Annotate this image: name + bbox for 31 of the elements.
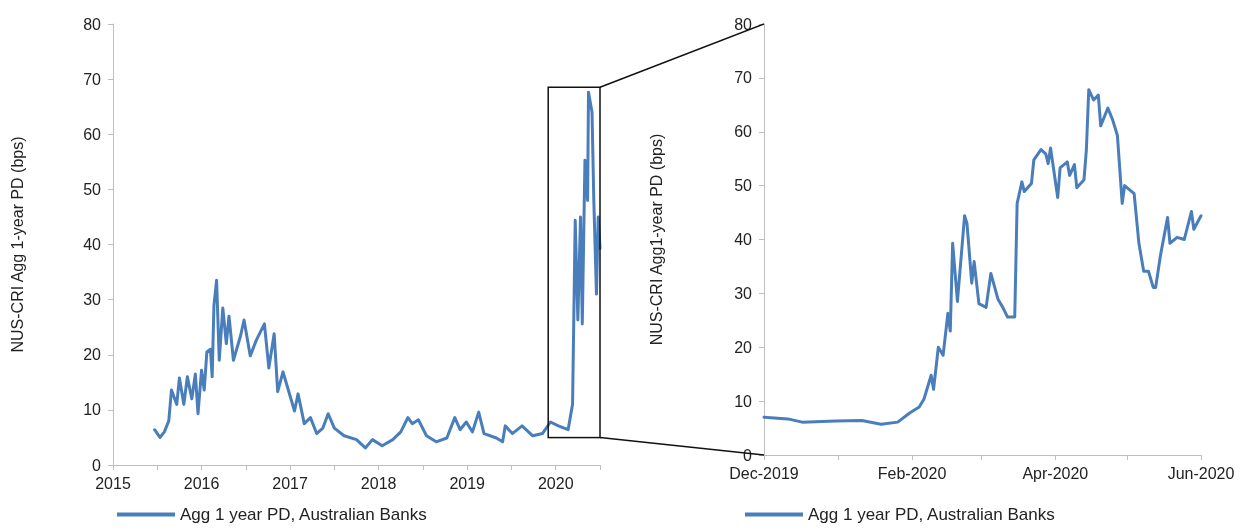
y-tick-label: 10 <box>83 401 102 419</box>
y-tick-label: 40 <box>83 236 102 253</box>
y-tick-label: 30 <box>83 291 102 309</box>
y-tick-label: 40 <box>734 231 753 248</box>
y-tick-label: 60 <box>734 123 753 141</box>
y-tick-label: 30 <box>734 284 753 302</box>
x-tick-label: Dec-2019 <box>729 464 799 482</box>
x-tick-label: Apr-2020 <box>1022 464 1089 482</box>
y-tick-label: 60 <box>83 125 102 143</box>
x-tick-label: Jun-2020 <box>1167 464 1235 482</box>
y-axis-title: NUS-CRI Agg1-year PD (bps) <box>647 133 665 346</box>
y-tick-label: 70 <box>83 70 102 88</box>
y-tick-label: 20 <box>83 346 102 364</box>
x-tick-label: Feb-2020 <box>877 464 947 482</box>
x-tick-label: 2017 <box>272 474 308 492</box>
legend-label: Agg 1 year PD, Australian Banks <box>180 505 427 524</box>
y-tick-label: 0 <box>92 456 102 474</box>
x-tick-label: 2019 <box>449 474 486 492</box>
y-tick-label: 10 <box>734 392 753 410</box>
y-tick-label: 80 <box>734 15 753 33</box>
y-tick-label: 20 <box>734 338 753 356</box>
y-axis-title: NUS-CRI Agg 1-year PD (bps) <box>8 136 26 353</box>
x-tick-label: 2015 <box>95 474 131 492</box>
y-tick-label: 80 <box>83 15 102 33</box>
legend-label: Agg 1 year PD, Australian Banks <box>808 505 1055 524</box>
x-tick-label: 2016 <box>183 474 220 492</box>
y-tick-label: 70 <box>734 69 753 87</box>
x-tick-label: 2020 <box>537 474 574 492</box>
y-tick-label: 50 <box>734 177 753 195</box>
y-tick-label: 50 <box>83 180 102 198</box>
x-tick-label: 2018 <box>360 474 397 492</box>
